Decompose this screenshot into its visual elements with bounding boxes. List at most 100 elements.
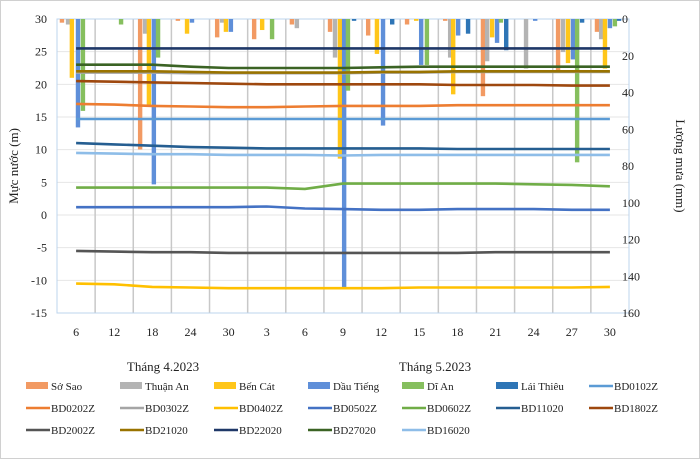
y-tick-label: 30: [35, 12, 47, 26]
y2-tick-label: 120: [622, 233, 640, 247]
rain-bar-dầu-tiếng: [532, 19, 538, 21]
series-line-bd1802z: [76, 79, 610, 87]
rain-bar-dầu-tiếng: [607, 19, 613, 29]
rain-bar-thuận-an: [523, 19, 529, 69]
rain-bar-dầu-tiếng: [570, 19, 576, 60]
rain-bar-bến-cát: [259, 19, 265, 31]
legend-label: BD0402Z: [239, 403, 283, 415]
rain-bar-bến-cát: [337, 19, 343, 159]
y-tick-label: -5: [37, 241, 47, 255]
x-tick-label: 18: [146, 325, 158, 339]
y-tick-label: -10: [31, 273, 47, 287]
rain-bar-dầu-tiếng: [494, 19, 500, 43]
month-label-may: Tháng 5.2023: [399, 359, 471, 374]
legend-label: Dĩ An: [427, 381, 454, 393]
rain-bar-bến-cát: [451, 19, 456, 95]
y2-tick-label: 60: [622, 122, 634, 136]
rain-bar-dầu-tiếng: [228, 19, 234, 32]
rain-bar-lái-thiêu: [351, 19, 357, 21]
legend-label: BD22020: [239, 425, 282, 437]
legend-label: Sở Sao: [51, 381, 83, 393]
rain-bar-thuận-an: [484, 19, 490, 62]
y-tick-label: 0: [41, 208, 47, 222]
rain-bar-bến-cát: [602, 19, 608, 69]
x-tick-label: 12: [108, 325, 120, 339]
rain-bar-sở-sao: [365, 19, 371, 36]
series-line-bd2002z: [76, 249, 610, 255]
legend-label: Bến Cát: [239, 381, 275, 393]
rain-bar-sở-sao: [404, 19, 410, 25]
rain-bar-sở-sao: [137, 19, 143, 150]
rain-bar-sở-sao: [214, 19, 220, 38]
legend-swatch-bar: [496, 382, 518, 389]
x-tick-label: 9: [340, 325, 346, 339]
legend-swatch-bar: [308, 382, 330, 389]
rain-bar-bến-cát: [414, 19, 419, 21]
x-tick-label: 24: [528, 325, 540, 339]
rain-bar-sở-sao: [480, 19, 486, 97]
legend-label: BD0202Z: [51, 403, 95, 415]
legend-label: Dầu Tiếng: [333, 381, 380, 393]
x-tick-label: 30: [604, 325, 616, 339]
rain-bar-sở-sao: [442, 19, 448, 21]
rain-bar-thuận-an: [332, 19, 338, 58]
legend-label: BD1802Z: [614, 403, 658, 415]
series-line-bd0202z: [76, 102, 610, 109]
legend-swatch-bar: [26, 382, 48, 389]
rain-bar-sở-sao: [59, 19, 65, 23]
rain-bar-sở-sao: [251, 19, 257, 40]
legend-swatch-bar: [214, 382, 236, 389]
y-tick-label: 25: [35, 45, 47, 59]
rain-bar-lái-thiêu: [504, 19, 509, 51]
y2-tick-label: 80: [622, 159, 634, 173]
y2-tick-label: 0: [622, 12, 628, 26]
series-line-bd0602z: [76, 182, 610, 191]
rain-bar-sở-sao: [175, 19, 181, 21]
legend-label: BD27020: [333, 425, 376, 437]
series-line-bd0402z: [76, 282, 610, 290]
legend-label: BD11020: [521, 403, 564, 415]
series-line-bd16020: [76, 151, 610, 157]
y-tick-label: -15: [31, 306, 47, 320]
rain-bar-dĩ-an: [269, 19, 275, 40]
x-tick-label: 21: [490, 325, 502, 339]
rain-bar-sở-sao: [555, 19, 561, 73]
rain-bar-lái-thiêu: [616, 19, 622, 21]
legend-label: BD0502Z: [333, 403, 377, 415]
rain-bar-sở-sao: [289, 19, 295, 25]
legend-swatch-bar: [120, 382, 142, 389]
legend-label: BD21020: [145, 425, 188, 437]
x-tick-label: 6: [73, 325, 79, 339]
rain-bar-bến-cát: [489, 19, 495, 38]
legend-label: BD16020: [427, 425, 470, 437]
x-tick-label: 6: [302, 325, 308, 339]
rain-bar-bến-cát: [184, 19, 190, 34]
rain-bar-bến-cát: [374, 19, 380, 54]
y2-axis-title: Lượng mưa (mm): [673, 119, 688, 212]
y2-tick-label: 100: [622, 196, 640, 210]
rain-bar-dĩ-an: [118, 19, 124, 25]
rain-bar-lái-thiêu: [389, 19, 395, 25]
y-tick-label: 10: [35, 143, 47, 157]
y-tick-label: 5: [41, 175, 47, 189]
month-label-april: Tháng 4.2023: [127, 359, 199, 374]
rain-bar-thuận-an: [142, 19, 148, 34]
rain-bar-dầu-tiếng: [189, 19, 195, 23]
y-tick-label: 20: [35, 77, 47, 91]
legend-label: BD0602Z: [427, 403, 471, 415]
y2-tick-label: 140: [622, 269, 640, 283]
legend-label: Thuận An: [145, 381, 189, 393]
x-tick-label: 15: [413, 325, 425, 339]
rain-bar-thuận-an: [65, 19, 71, 25]
rain-bar-dĩ-an: [155, 19, 161, 58]
y2-tick-label: 160: [622, 306, 640, 320]
x-tick-label: 30: [223, 325, 235, 339]
rain-bar-dĩ-an: [424, 19, 430, 65]
y2-tick-label: 40: [622, 86, 634, 100]
rain-bar-dầu-tiếng: [418, 19, 424, 65]
rain-bar-dĩ-an: [612, 19, 618, 27]
y-axis-title: Mực nước (m): [6, 128, 21, 204]
rain-bar-lái-thiêu: [465, 19, 471, 34]
rain-bar-bến-cát: [69, 19, 75, 78]
